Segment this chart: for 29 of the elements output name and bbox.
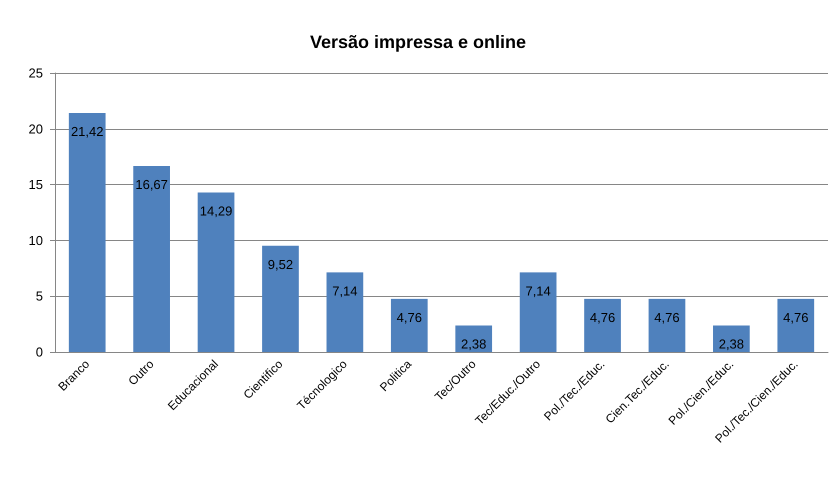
bar: [326, 272, 364, 352]
y-tick-label: 0: [36, 344, 43, 360]
data-label: 14,29: [200, 204, 232, 219]
data-label: 2,38: [461, 336, 486, 352]
data-label: 4,76: [783, 310, 808, 325]
y-tick-label: 5: [36, 288, 43, 304]
bar: [648, 298, 686, 352]
bar: [68, 112, 106, 352]
y-tick-label: 15: [28, 177, 43, 192]
bar: [777, 298, 814, 352]
data-label: 4,76: [654, 310, 680, 325]
y-tick-label: 25: [28, 66, 43, 80]
y-tick-label: 10: [28, 232, 43, 248]
data-label: 9,52: [268, 256, 294, 272]
y-tick-label: 20: [28, 121, 43, 136]
bar: [133, 166, 170, 352]
bar: [390, 298, 428, 352]
data-label: 16,67: [135, 176, 168, 192]
data-label: 2,38: [718, 336, 744, 352]
bar: [262, 246, 299, 352]
bar: [520, 272, 556, 352]
data-label: 4,76: [396, 310, 422, 325]
data-label: 7,14: [332, 283, 358, 298]
bar: [198, 192, 234, 352]
data-label: 7,14: [525, 283, 551, 298]
chart-title: Versão impressa e online: [310, 32, 526, 52]
data-label: 21,42: [70, 124, 104, 139]
data-label: 4,76: [590, 310, 616, 325]
bar: [584, 298, 621, 352]
